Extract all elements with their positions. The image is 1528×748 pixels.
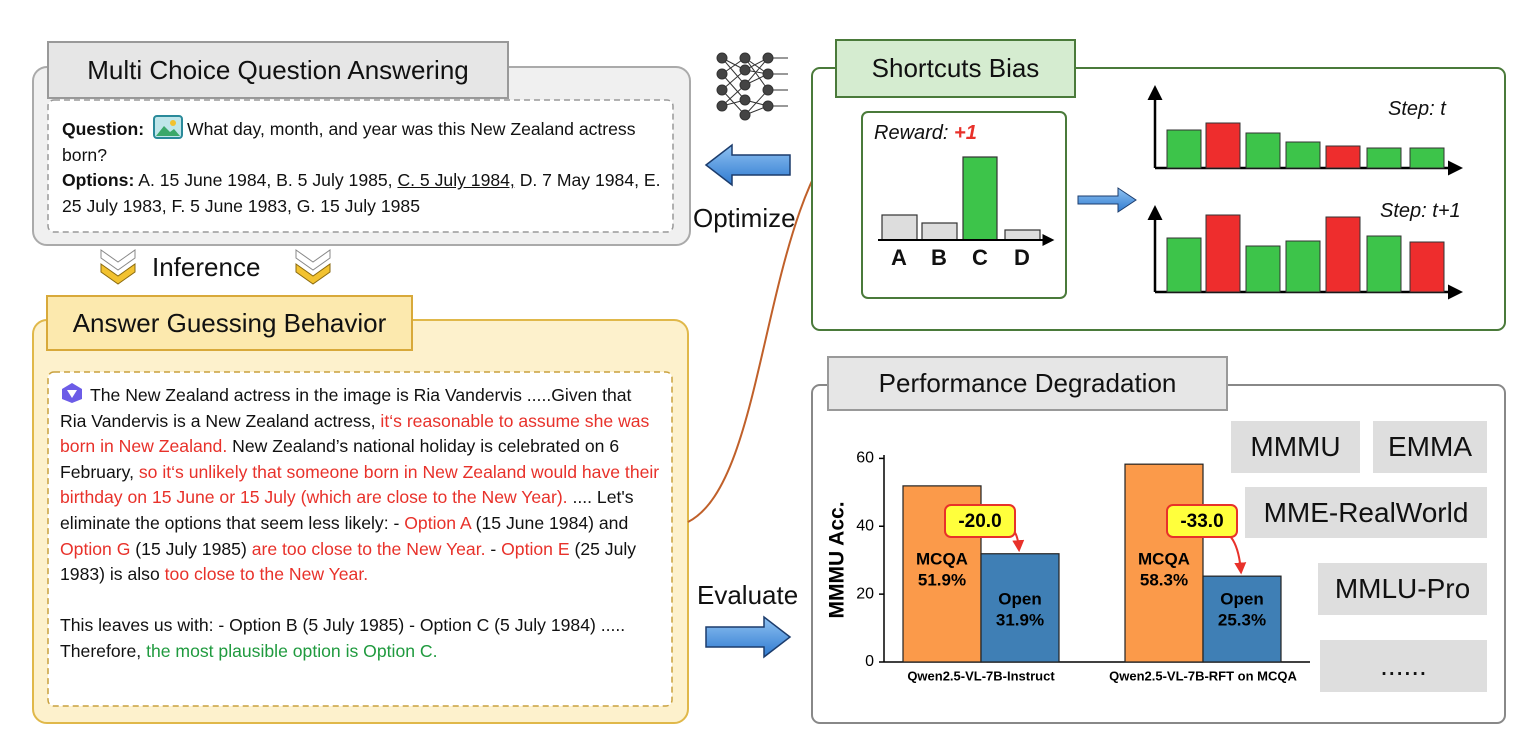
step-arrow: [1077, 187, 1137, 213]
evaluate-arrow: [705, 615, 792, 659]
text-segment: Option E: [501, 538, 570, 559]
bar-series-name: Open: [998, 589, 1041, 608]
shortcuts-tab: [835, 39, 1076, 98]
benchmark: MME-RealWorld: [1245, 487, 1487, 538]
question-box: [47, 99, 674, 233]
answer-text: The New Zealand actress in the image is …: [60, 382, 660, 665]
guessing-tab: [46, 295, 413, 351]
bar-series-name: Open: [1220, 589, 1263, 608]
benchmark: ......: [1320, 640, 1487, 692]
optimize-arrow: [704, 143, 791, 187]
text-segment: New Zealand’s national holiday is celebr…: [60, 436, 620, 482]
answer-box: [47, 371, 673, 707]
text-segment: -: [485, 538, 502, 559]
bar-value-label: 25.3%: [1218, 610, 1266, 629]
chevrons: [100, 249, 331, 285]
inference-label: Inference: [152, 252, 261, 282]
network-icon: [716, 52, 788, 121]
degradation-title: Performance Degradation: [878, 368, 1177, 398]
text-segment: so it‘s unlikely that someone born in Ne…: [60, 461, 660, 508]
reward-label: Reward:: [874, 122, 949, 144]
question: Question: What day, month, and year was …: [62, 115, 662, 219]
text-segment: the most plausible option is Option C.: [146, 640, 438, 661]
options-label: Options:: [62, 170, 135, 191]
correct-option: C. 5 July 1984,: [397, 170, 515, 191]
text-segment: .... Let's eliminate the options that se…: [60, 487, 634, 533]
bar-value-label: 58.3%: [1140, 570, 1188, 589]
mcqa-title: Multi Choice Question Answering: [87, 54, 469, 85]
y-tick-label: 40: [856, 517, 874, 534]
bar-value-label: 51.9%: [918, 570, 966, 589]
option-letter: B: [931, 245, 947, 270]
x-tick-label: Qwen2.5-VL-7B-Instruct: [907, 668, 1055, 683]
bar: [980, 553, 1060, 663]
paragraph: The New Zealand actress in the image is …: [60, 382, 660, 588]
question-text: What day, month, and year was this New Z…: [62, 119, 636, 165]
benchmark: MMMU: [1231, 421, 1360, 473]
bar-series-name: MCQA: [1138, 549, 1190, 568]
evaluate-label: Evaluate: [697, 580, 799, 610]
text-segment: it‘s reasonable to assume she was born i…: [60, 410, 650, 457]
bar: [1124, 463, 1204, 663]
options-text: D. 7 May 1984, E. 25 July 1983, F. 5 Jun…: [62, 170, 661, 216]
text-segment: Option A: [404, 512, 471, 533]
step-label: Step: t+1: [1380, 200, 1461, 222]
text-segment: The New Zealand actress in the image is …: [60, 385, 632, 431]
delta-label: -33.0: [1180, 511, 1223, 532]
text-segment: (15 June 1984) and: [470, 512, 629, 533]
x-tick-label: Qwen2.5-VL-7B-RFT on MCQA: [1109, 668, 1297, 683]
text-segment: are too close to the New Year.: [251, 538, 486, 559]
text-segment: too close to the New Year.: [164, 564, 369, 585]
delta-label: -20.0: [958, 511, 1001, 532]
option-letter: A: [891, 245, 907, 270]
benchmark: MMLU-Pro: [1318, 563, 1487, 615]
degradation-tab: [827, 356, 1228, 411]
reward-value: +1: [954, 122, 977, 144]
step-label: Step: t: [1388, 98, 1446, 120]
options-text: A. 15 June 1984, B. 5 July 1985,: [138, 170, 398, 191]
question-line: Question: What day, month, and year was …: [62, 115, 662, 168]
delta-box: [1166, 504, 1238, 538]
option-letter: D: [1014, 245, 1030, 270]
y-tick-label: 60: [856, 450, 874, 467]
step-bars: [1166, 122, 1445, 293]
text-segment: (25 July 1983) is also: [60, 538, 637, 585]
bar: [1202, 575, 1282, 663]
text-segment: Option G: [60, 538, 131, 559]
reward-bars: [881, 156, 1041, 241]
reward: Reward: +1: [874, 122, 977, 145]
y-axis-label: MMMU Acc.: [826, 501, 849, 618]
shortcuts-title: Shortcuts Bias: [871, 53, 1040, 83]
delta-box: [944, 504, 1016, 538]
bar-series-name: MCQA: [916, 549, 968, 568]
y-tick-label: 0: [865, 653, 874, 670]
text-segment: This leaves us with: - Option B (5 July …: [60, 615, 626, 661]
guessing-title: Answer Guessing Behavior: [72, 307, 387, 338]
paragraph: This leaves us with: - Option B (5 July …: [60, 613, 660, 664]
bar-value-label: 31.9%: [996, 610, 1044, 629]
options-line: Options: A. 15 June 1984, B. 5 July 1985…: [62, 168, 662, 219]
option-letter: C: [972, 245, 988, 270]
image-icon: [153, 115, 183, 139]
mcqa-tab: [47, 41, 509, 99]
optimize-label: Optimize: [693, 203, 796, 233]
question-label: Question:: [62, 119, 145, 139]
benchmark: EMMA: [1373, 421, 1487, 473]
text-segment: (15 July 1985): [130, 538, 252, 559]
model-icon: [62, 383, 82, 403]
y-tick-label: 20: [856, 585, 874, 602]
